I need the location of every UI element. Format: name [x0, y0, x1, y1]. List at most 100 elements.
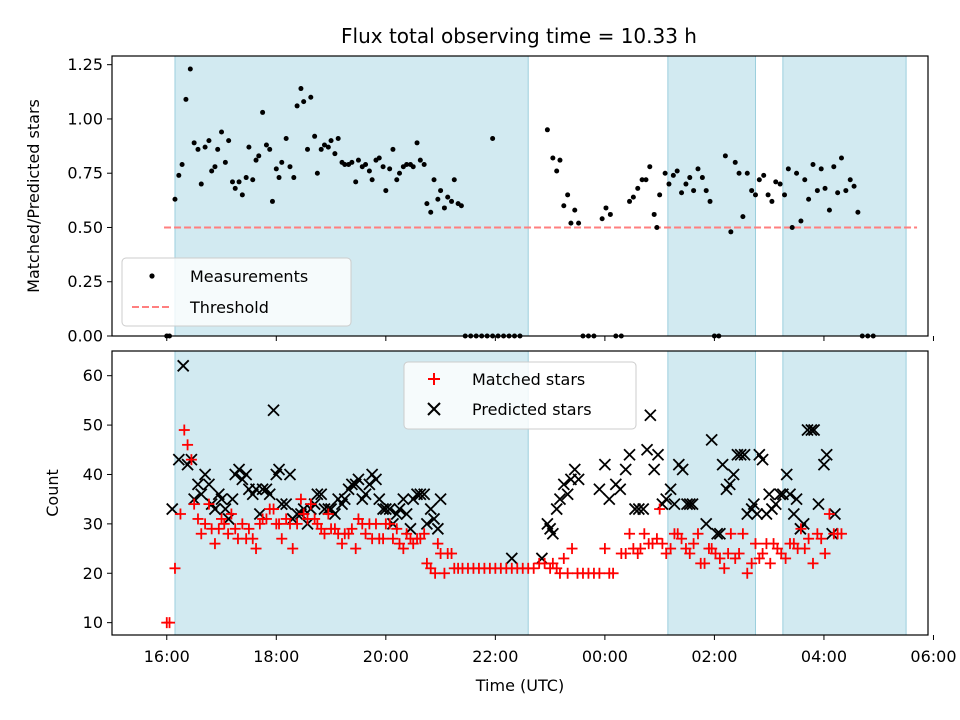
matched-point-129 — [665, 543, 677, 555]
measurement-point-162 — [822, 185, 828, 191]
measurement-point-103 — [565, 192, 571, 198]
matched-point-14 — [213, 523, 225, 535]
measurement-point-165 — [835, 190, 841, 196]
matched-point-147 — [733, 548, 745, 560]
x-tick-label-6: 04:00 — [801, 647, 847, 666]
measurement-point-82 — [449, 198, 455, 204]
matched-point-25 — [250, 543, 262, 555]
predicted-point-30 — [272, 463, 286, 476]
measurement-point-166 — [838, 155, 844, 161]
predicted-point-119 — [723, 478, 736, 491]
predicted-point-73 — [420, 517, 434, 531]
legend-predicted-label: Predicted stars — [472, 400, 592, 419]
measurement-point-169 — [851, 183, 857, 189]
measurement-point-26 — [256, 153, 262, 159]
measurement-point-118 — [639, 177, 645, 183]
measurement-point-153 — [785, 166, 791, 172]
matched-point-23 — [243, 523, 255, 535]
top-y-tick-label-1: 0.25 — [67, 272, 103, 291]
bottom-observing-window-1 — [667, 350, 756, 636]
matched-point-8 — [192, 513, 204, 525]
measurement-point-21 — [239, 192, 245, 198]
chart-title: Flux total observing time = 10.33 h — [341, 24, 697, 48]
legend-measurements-label: Measurements — [190, 267, 308, 286]
matched-point-144 — [722, 548, 734, 560]
matched-point-163 — [795, 523, 807, 535]
matched-point-138 — [699, 557, 711, 569]
x-tick-label-7: 06:00 — [910, 647, 956, 666]
top-y-ticks: 0.00 0.25 0.50 0.75 1.00 1.25 — [67, 55, 112, 346]
top-legend-box — [121, 257, 352, 327]
measurement-point-45 — [321, 142, 327, 148]
matched-point-173 — [835, 528, 847, 540]
measurement-point-19 — [232, 185, 238, 191]
measurement-point-57 — [363, 162, 369, 168]
measurement-point-148 — [765, 192, 771, 198]
measurement-point-5 — [183, 96, 189, 102]
measurement-point-135 — [707, 198, 713, 204]
measurement-point-98 — [544, 127, 550, 133]
matched-point-78 — [432, 538, 444, 550]
predicted-point-89 — [572, 473, 585, 486]
bottom-x-ticks: 16:00 18:00 20:00 22:00 00:00 02:00 04:00 06:00 — [144, 635, 957, 666]
measurement-point-142 — [740, 214, 746, 220]
measurement-point-61 — [376, 155, 382, 161]
matched-point-9 — [195, 528, 207, 540]
predicted-point-27 — [263, 488, 276, 501]
measurement-point-64 — [387, 166, 393, 172]
measurement-point-33 — [279, 159, 285, 165]
matched-point-6 — [185, 454, 197, 466]
measurement-point-69 — [404, 162, 410, 168]
predicted-point-83 — [550, 502, 563, 516]
bottom-y-tick-label-4: 50 — [83, 416, 103, 435]
top-observing-windows — [174, 55, 907, 337]
measurement-point-51 — [342, 162, 348, 168]
matched-point-118 — [624, 528, 636, 540]
predicted-point-71 — [414, 488, 427, 501]
predicted-point-75 — [427, 512, 441, 526]
measurement-point-156 — [798, 218, 804, 224]
matched-point-74 — [418, 528, 430, 540]
measurement-point-40 — [305, 146, 311, 152]
measurement-point-126 — [670, 172, 676, 178]
matched-point-65 — [387, 533, 399, 545]
matched-point-112 — [593, 567, 605, 579]
bottom-y-tick-label-2: 30 — [83, 514, 103, 533]
matched-point-10 — [199, 518, 211, 530]
matched-point-11 — [203, 498, 215, 510]
matched-point-149 — [741, 567, 753, 579]
matched-point-135 — [688, 538, 700, 550]
predicted-point-24 — [253, 507, 267, 521]
predicted-point-122 — [734, 448, 747, 461]
matched-point-169 — [819, 548, 831, 560]
measurement-point-34 — [283, 135, 289, 141]
predicted-point-146 — [817, 458, 831, 471]
predicted-point-20 — [240, 468, 253, 481]
predicted-point-103 — [651, 448, 665, 461]
measurement-point-72 — [414, 140, 420, 146]
matched-point-18 — [225, 508, 237, 520]
predicted-point-7 — [195, 488, 208, 501]
predicted-point-133 — [769, 497, 782, 511]
predicted-point-59 — [373, 493, 386, 506]
measurement-point-66 — [394, 177, 400, 183]
measurement-point-116 — [630, 194, 636, 200]
measurement-point-39 — [301, 99, 307, 105]
predicted-point-51 — [345, 478, 359, 491]
predicted-point-82 — [546, 527, 559, 540]
measurement-point-74 — [421, 162, 427, 168]
predicted-point-55 — [359, 488, 372, 501]
measurement-point-43 — [314, 170, 320, 176]
predicted-point-134 — [773, 488, 787, 501]
predicted-point-8 — [198, 468, 212, 481]
top-panel: Flux total observing time = 10.33 h 0.00… — [24, 24, 934, 346]
measurement-point-141 — [736, 170, 742, 176]
measurement-point-97 — [490, 135, 496, 141]
predicted-point-95 — [619, 463, 632, 476]
measurement-point-128 — [679, 190, 685, 196]
matched-point-17 — [222, 528, 234, 540]
matched-point-3 — [174, 508, 186, 520]
matched-point-5 — [182, 439, 194, 451]
matched-point-30 — [268, 503, 280, 515]
bottom-observing-window-2 — [782, 350, 907, 636]
